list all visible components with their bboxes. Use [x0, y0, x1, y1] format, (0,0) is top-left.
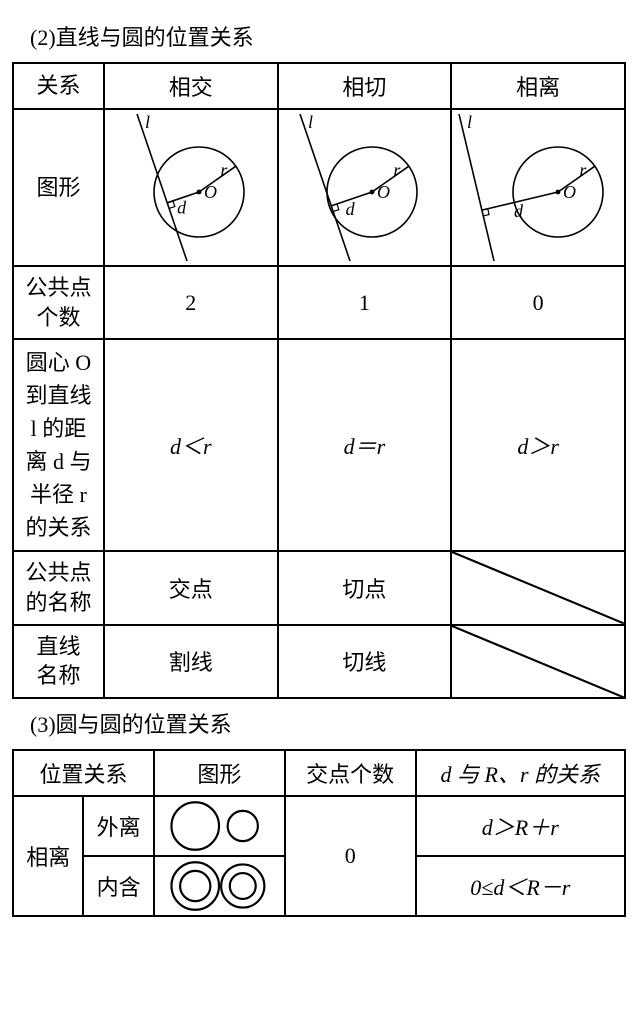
- t2-rowlabel: 相离: [13, 796, 83, 916]
- t2-rel1: d＞R＋r: [416, 796, 625, 856]
- section-3-title: (3)圆与圆的位置关系: [30, 707, 626, 739]
- table-circle-circle: 位置关系 图形 交点个数 d 与 R、r 的关系 相离 外离 0 d＞R＋r 内…: [12, 749, 626, 917]
- row-shape-label: 图形: [13, 109, 104, 266]
- svg-text:O: O: [563, 182, 576, 202]
- fig-tangent: l r d O: [278, 109, 452, 266]
- svg-text:d: d: [346, 199, 356, 219]
- ptname-intersect: 交点: [104, 551, 278, 624]
- count-tangent: 1: [278, 266, 452, 339]
- table-row: 直线 名称 割线 切线: [13, 625, 625, 698]
- table-row: 公共点 的名称 交点 切点: [13, 551, 625, 624]
- t2-th-pos: 位置关系: [13, 750, 154, 796]
- th-intersect: 相交: [104, 63, 278, 109]
- row-lname-label: 直线 名称: [13, 625, 104, 698]
- t2-fig-outer: [154, 796, 285, 856]
- row-ptname-label: 公共点 的名称: [13, 551, 104, 624]
- lname-separate-empty: [451, 625, 625, 698]
- table-row: 公共点 个数 2 1 0: [13, 266, 625, 339]
- t2-th-rel: d 与 R、r 的关系: [416, 750, 625, 796]
- section-2-title: (2)直线与圆的位置关系: [30, 20, 626, 52]
- count-intersect: 2: [104, 266, 278, 339]
- svg-text:l: l: [467, 112, 472, 132]
- t2-fig-inner: [154, 856, 285, 916]
- lname-tangent: 切线: [278, 625, 452, 698]
- row-dist-label: 圆心 O 到直线 l 的距 离 d 与 半径 r 的关系: [13, 339, 104, 551]
- count-separate: 0: [451, 266, 625, 339]
- t2-sub-inner: 内含: [83, 856, 153, 916]
- svg-text:O: O: [377, 182, 390, 202]
- dist-separate: d＞r: [451, 339, 625, 551]
- svg-text:l: l: [145, 112, 150, 132]
- t2-pts: 0: [285, 796, 416, 916]
- svg-text:l: l: [308, 112, 313, 132]
- ptname-tangent: 切点: [278, 551, 452, 624]
- svg-text:O: O: [204, 182, 217, 202]
- t2-sub-outer: 外离: [83, 796, 153, 856]
- t2-th-pts: 交点个数: [285, 750, 416, 796]
- svg-text:d: d: [514, 201, 524, 221]
- svg-text:r: r: [394, 160, 402, 180]
- th-relation: 关系: [13, 63, 104, 109]
- table-row: 图形 l r d O l r d O l r d O: [13, 109, 625, 266]
- table-row: 关系 相交 相切 相离: [13, 63, 625, 109]
- svg-text:d: d: [177, 197, 187, 217]
- svg-text:r: r: [580, 160, 588, 180]
- lname-intersect: 割线: [104, 625, 278, 698]
- t2-th-rel-text: d 与 R、r 的关系: [441, 762, 601, 787]
- table-row: 相离 外离 0 d＞R＋r: [13, 796, 625, 856]
- row-count-label: 公共点 个数: [13, 266, 104, 339]
- fig-separate: l r d O: [451, 109, 625, 266]
- th-separate: 相离: [451, 63, 625, 109]
- table-row: 位置关系 图形 交点个数 d 与 R、r 的关系: [13, 750, 625, 796]
- dist-intersect: d＜r: [104, 339, 278, 551]
- t2-rel2: 0≤d＜R－r: [416, 856, 625, 916]
- svg-text:r: r: [220, 160, 228, 180]
- table-row: 圆心 O 到直线 l 的距 离 d 与 半径 r 的关系 d＜r d＝r d＞r: [13, 339, 625, 551]
- dist-tangent: d＝r: [278, 339, 452, 551]
- fig-intersect: l r d O: [104, 109, 278, 266]
- table-line-circle: 关系 相交 相切 相离 图形 l r d O l r d O: [12, 62, 626, 699]
- ptname-separate-empty: [451, 551, 625, 624]
- th-tangent: 相切: [278, 63, 452, 109]
- t2-th-shape: 图形: [154, 750, 285, 796]
